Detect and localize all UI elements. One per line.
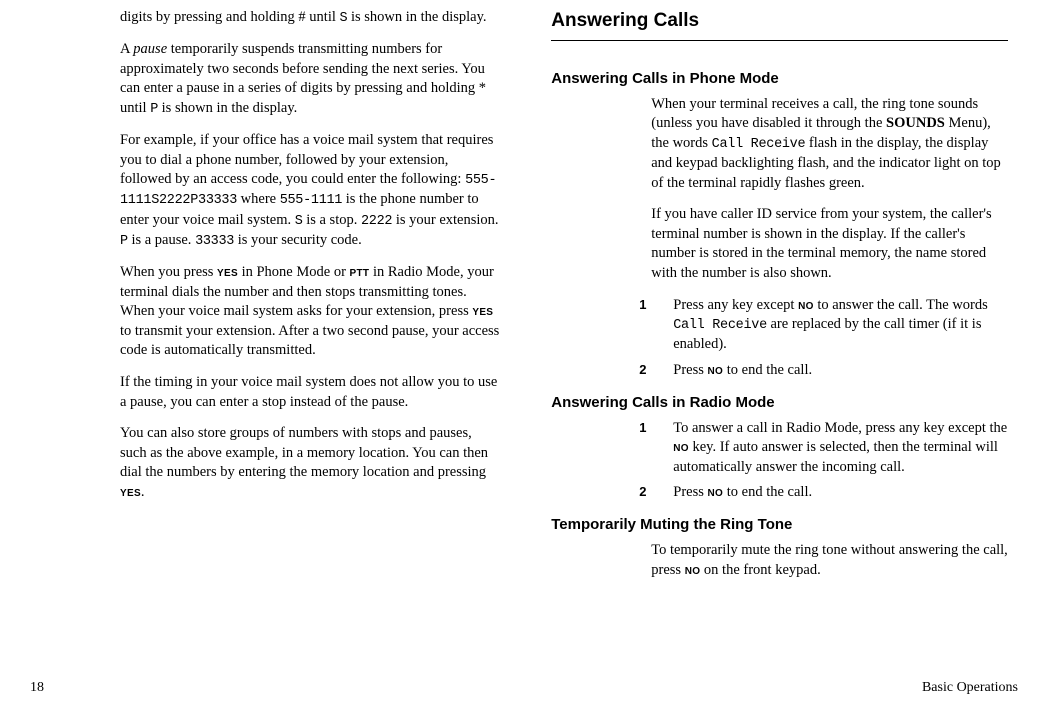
step-number: 2 [639,483,646,501]
key-no: NO [708,366,724,377]
page-body: digits by pressing and holding # until S… [0,0,1048,592]
para-caller-id: If you have caller ID service from your … [651,205,1008,283]
phone-mode-steps: 1 Press any key except NO to answer the … [551,296,1008,381]
para-digits-hold: digits by pressing and holding # until S… [120,8,501,28]
chapter-title: Basic Operations [922,679,1018,698]
key-no: NO [685,566,701,577]
heading-answering-calls: Answering Calls [551,8,1008,41]
left-column: digits by pressing and holding # until S… [30,0,501,592]
mono-call-receive: Call Receive [673,318,767,333]
key-yes: YES [217,268,238,279]
page-footer: 18 Basic Operations [0,679,1048,698]
step-item: 1 Press any key except NO to answer the … [651,296,1008,355]
step-number: 1 [639,296,646,314]
mono-call-receive: Call Receive [712,137,806,152]
page-number: 18 [30,679,44,698]
key-no: NO [798,301,814,312]
phone-mode-body: When your terminal receives a call, the … [551,95,1008,284]
mute-body: To temporarily mute the ring tone withou… [551,541,1008,580]
heading-radio-mode: Answering Calls in Radio Mode [551,393,1008,413]
para-timing: If the timing in your voice mail system … [120,373,501,412]
menu-sounds: SOUNDS [886,115,945,131]
heading-mute-ring: Temporarily Muting the Ring Tone [551,515,1008,535]
key-no: NO [708,488,724,499]
para-store-groups: You can also store groups of numbers wit… [120,424,501,502]
key-yes: YES [120,488,141,499]
step-number: 2 [639,361,646,379]
heading-phone-mode: Answering Calls in Phone Mode [551,69,1008,89]
key-yes: YES [472,307,493,318]
para-pause-def: A pause temporarily suspends transmittin… [120,40,501,119]
term-pause: pause [133,41,167,57]
mono-p: P [150,102,158,117]
key-ptt: PTT [350,268,370,279]
radio-mode-steps: 1 To answer a call in Radio Mode, press … [551,419,1008,503]
para-voicemail-example: For example, if your office has a voice … [120,131,501,251]
step-item: 1 To answer a call in Radio Mode, press … [651,419,1008,478]
para-press-yes: When you press YES in Phone Mode or PTT … [120,263,501,361]
para-mute: To temporarily mute the ring tone withou… [651,541,1008,580]
key-no: NO [673,443,689,454]
para-ring-tone: When your terminal receives a call, the … [651,95,1008,193]
step-number: 1 [639,419,646,437]
right-column: Answering Calls Answering Calls in Phone… [551,0,1018,592]
step-item: 2 Press NO to end the call. [651,361,1008,381]
step-item: 2 Press NO to end the call. [651,483,1008,503]
